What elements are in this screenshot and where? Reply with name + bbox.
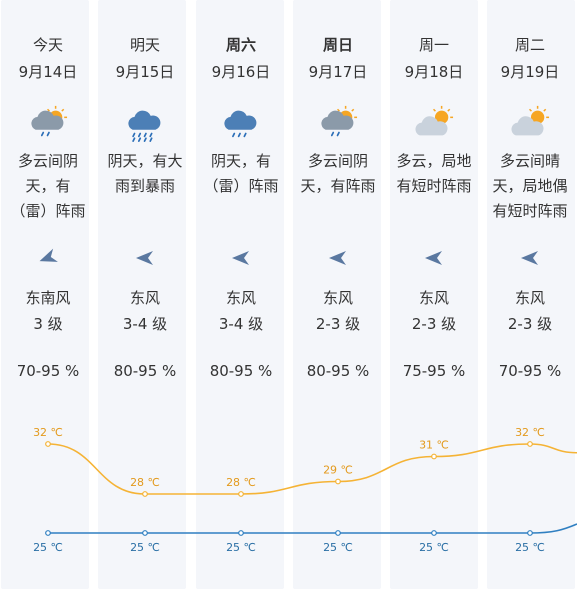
humidity-label: 70-95 %	[498, 362, 562, 380]
high-temp-point	[238, 491, 244, 497]
forecast-column	[390, 0, 478, 589]
low-temp-point	[335, 530, 341, 536]
wind-direction-icon	[36, 248, 60, 268]
wind-direction-icon	[326, 248, 350, 268]
wind-level-label: 3-4 级	[218, 315, 264, 333]
wind-direction-label: 东风	[322, 289, 353, 307]
description-line: 雨到暴雨	[114, 177, 175, 195]
cloudy-rain-icon	[318, 104, 358, 140]
description-line: 有短时阵雨	[396, 177, 472, 195]
description-line: 多云间晴	[499, 152, 560, 170]
forecast-column	[487, 0, 575, 589]
day-label: 明天	[129, 36, 160, 54]
high-temp-label: 29 ℃	[323, 464, 353, 477]
wind-direction-icon	[422, 248, 446, 268]
high-temp-point	[335, 478, 341, 485]
high-temp-label: 32 ℃	[515, 426, 545, 439]
wind-direction-label: 东风	[129, 289, 160, 307]
day-label: 周日	[322, 36, 353, 54]
date-label: 9月17日	[308, 63, 368, 81]
day-label: 周六	[225, 36, 256, 54]
weather-description: 多云间阴天，有阵雨	[290, 149, 386, 199]
wind-direction-icon	[133, 248, 157, 268]
date-label: 9月19日	[500, 63, 560, 81]
low-temp-point	[238, 530, 244, 536]
description-line: 阴天，有	[210, 152, 271, 170]
weather-description: 阴天，有大雨到暴雨	[97, 149, 193, 199]
date-label: 9月18日	[404, 63, 464, 81]
description-line: 阴天，有大	[107, 152, 183, 170]
sun-cloud-icon	[510, 104, 550, 140]
description-line: 天，有	[25, 177, 71, 195]
description-line: 多云，局地	[396, 152, 472, 170]
weather-description: 多云间阴天，有 （雷）阵雨	[0, 149, 96, 224]
low-temp-label: 25 ℃	[419, 541, 449, 554]
high-temp-label: 31 ℃	[419, 439, 449, 452]
low-temp-label: 25 ℃	[515, 541, 545, 554]
wind-level-label: 2-3 级	[411, 315, 457, 333]
weather-description: 多云间晴天，局地偶有短时阵雨	[482, 149, 577, 224]
description-line: 有短时阵雨	[492, 202, 568, 220]
wind-direction-label: 东风	[418, 289, 449, 307]
day-label: 今天	[32, 36, 63, 54]
description-line: 多云间阴	[17, 152, 78, 170]
low-temp-point	[431, 530, 437, 536]
wind-direction-label: 东南风	[25, 289, 71, 307]
sun-cloud-icon	[414, 104, 454, 140]
high-temp-label: 32 ℃	[33, 426, 63, 439]
high-temp-point	[527, 441, 533, 447]
date-label: 9月16日	[211, 63, 271, 81]
wind-direction-icon	[518, 248, 542, 268]
date-label: 9月15日	[115, 63, 175, 81]
humidity-label: 80-95 %	[209, 362, 273, 380]
high-temp-point	[142, 491, 148, 497]
wind-direction-icon	[229, 248, 253, 268]
high-temp-label: 28 ℃	[130, 476, 160, 489]
low-temp-label: 25 ℃	[323, 541, 353, 554]
low-temp-line	[48, 523, 577, 534]
weather-description: 多云，局地有短时阵雨	[386, 149, 482, 199]
wind-level-label: 2-3 级	[315, 315, 361, 333]
forecast-column	[1, 0, 89, 589]
wind-direction-label: 东风	[225, 289, 256, 307]
heavy-rain-icon	[125, 104, 165, 142]
forecast-column	[293, 0, 381, 589]
high-temp-line	[47, 443, 577, 495]
forecast-column	[196, 0, 284, 589]
low-temp-point	[142, 530, 148, 536]
low-temp-point	[45, 530, 51, 536]
wind-level-label: 2-3 级	[507, 315, 553, 333]
description-line: 天，局地偶	[492, 177, 568, 195]
day-label: 周一	[418, 36, 449, 54]
low-temp-label: 25 ℃	[33, 541, 63, 554]
low-temp-label: 25 ℃	[130, 541, 160, 554]
rain-icon	[221, 104, 261, 140]
wind-level-label: 3 级	[33, 315, 63, 333]
high-temp-point	[45, 441, 51, 447]
forecast-column	[98, 0, 186, 589]
wind-direction-label: 东风	[514, 289, 545, 307]
description-line: （雷）阵雨	[203, 177, 279, 195]
day-label: 周二	[514, 36, 545, 54]
low-temp-label: 25 ℃	[226, 541, 256, 554]
high-temp-point	[431, 453, 437, 460]
humidity-label: 70-95 %	[16, 362, 80, 380]
low-temp-point	[527, 530, 533, 536]
humidity-label: 75-95 %	[402, 362, 466, 380]
humidity-label: 80-95 %	[306, 362, 370, 380]
high-temp-label: 28 ℃	[226, 476, 256, 489]
wind-level-label: 3-4 级	[122, 315, 168, 333]
description-line: 天，有阵雨	[300, 177, 376, 195]
humidity-label: 80-95 %	[113, 362, 177, 380]
description-line: 多云间阴	[307, 152, 368, 170]
cloudy-rain-icon	[28, 104, 68, 140]
weather-description: 阴天，有 （雷）阵雨	[193, 149, 289, 199]
date-label: 9月14日	[18, 63, 78, 81]
description-line: （雷）阵雨	[10, 202, 86, 220]
